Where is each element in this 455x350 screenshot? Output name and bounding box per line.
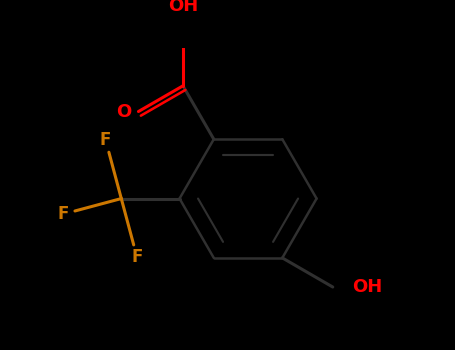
Text: O: O bbox=[116, 103, 131, 120]
Text: OH: OH bbox=[168, 0, 198, 15]
Text: F: F bbox=[100, 131, 111, 149]
Text: F: F bbox=[131, 248, 142, 266]
Text: OH: OH bbox=[352, 278, 382, 296]
Text: F: F bbox=[57, 205, 69, 223]
